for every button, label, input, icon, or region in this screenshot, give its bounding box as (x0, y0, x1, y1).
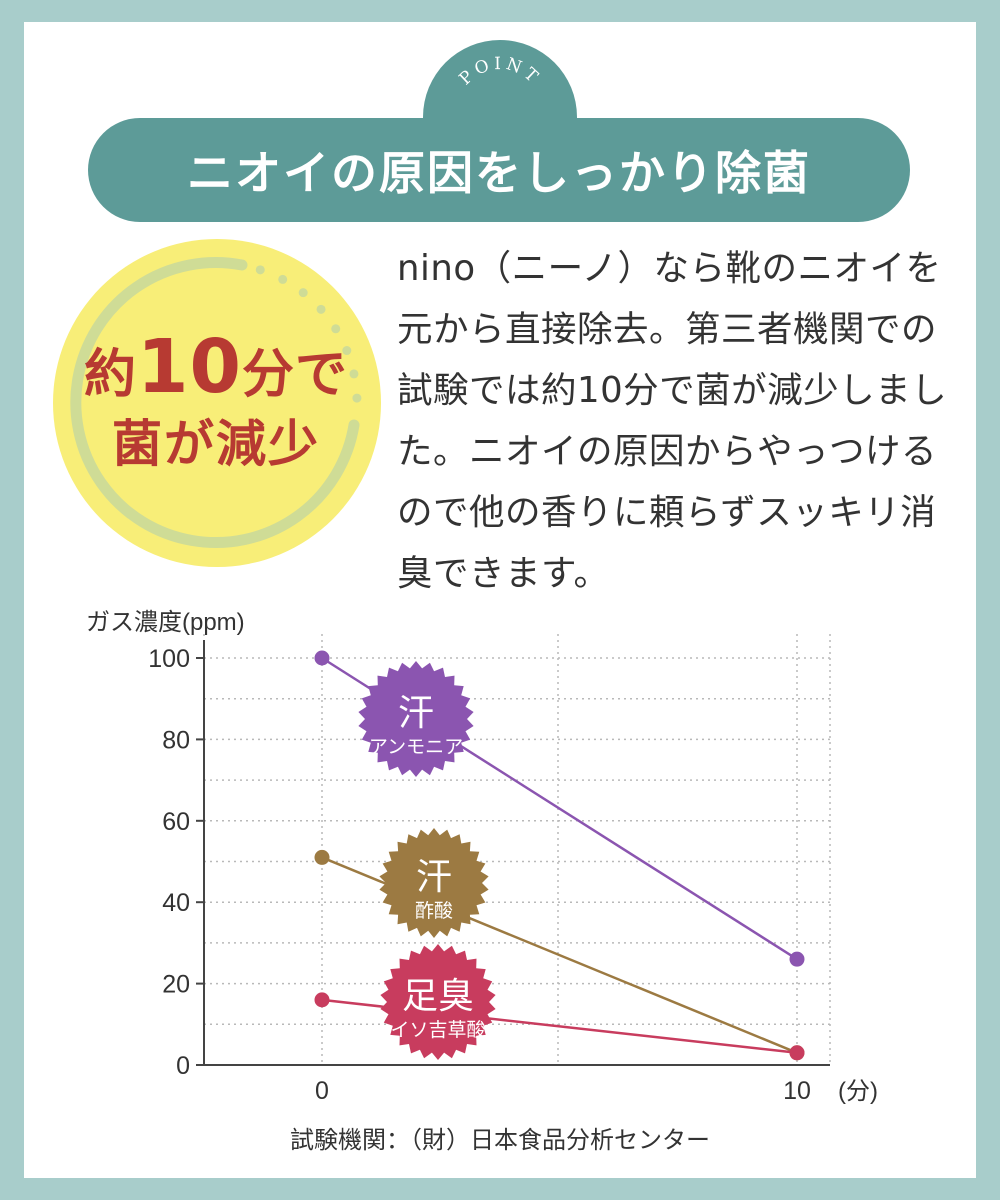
y-tick-label: 80 (162, 726, 190, 754)
series-point (314, 849, 330, 865)
series-starburst (379, 828, 489, 938)
y-tick-label: 20 (162, 971, 190, 999)
highlight-circle (53, 239, 381, 567)
ring-dot (331, 324, 341, 334)
y-tick-label: 100 (148, 645, 190, 673)
circle-caption: 約10分で 菌が減少 (56, 330, 376, 476)
test-source-note: 試験機関：（財）日本食品分析センター (290, 1126, 710, 1154)
ring-dot (231, 259, 241, 269)
circle-ring (70, 257, 360, 549)
series-name-label: 汗 (398, 693, 434, 734)
ring-dot (278, 274, 288, 284)
ring-dot (316, 304, 326, 314)
series-starburst (358, 661, 474, 777)
series-starburst (380, 944, 496, 1060)
series-sub-label: 酢酸 (415, 900, 453, 922)
chart-axes (203, 640, 830, 1066)
series-point (789, 1045, 805, 1061)
ring-dot (342, 346, 352, 356)
chart-tick-labels: 0 20 40 60 80 100 0 10 (148, 645, 811, 1105)
ring-dot (352, 393, 362, 403)
circle-line-2: 菌が減少 (112, 415, 320, 473)
svg-text:POINT: POINT (456, 54, 545, 89)
series-sub-label: アンモニア (369, 736, 463, 758)
description-text: nino（ニーノ）なら靴のニオイを元から直接除去。第三者機関での試験では約10分… (397, 248, 948, 594)
ring-dot (255, 265, 265, 275)
series-point (314, 992, 330, 1008)
series-point (789, 951, 805, 967)
series-sub-label: イソ吉草酸 (390, 1019, 485, 1041)
circle-ring-dots (231, 259, 362, 403)
circle-suffix: 分で (241, 345, 348, 405)
chart-grid (203, 634, 831, 1065)
circle-line-1: 約10分で (56, 330, 376, 412)
ring-dot (298, 288, 308, 298)
series-name-label: 汗 (416, 857, 452, 898)
circle-number: 10 (137, 324, 242, 410)
y-tick-label: 40 (162, 889, 190, 917)
series-name-label: 足臭 (402, 976, 474, 1017)
y-axis-label: ガス濃度(ppm) (86, 609, 245, 636)
x-tick-label: 10 (783, 1077, 811, 1105)
point-arc-label: POINT (456, 54, 545, 89)
ring-dot (349, 369, 359, 379)
x-tick-label: 0 (315, 1077, 329, 1105)
x-axis-label: (分) (838, 1078, 878, 1105)
y-tick-label: 60 (162, 808, 190, 836)
y-tick-label: 0 (176, 1052, 190, 1080)
series-point (314, 650, 330, 666)
headline-banner: ニオイの原因をしっかり除菌 (88, 118, 910, 222)
circle-fill (53, 239, 381, 567)
circle-prefix: 約 (83, 345, 137, 405)
